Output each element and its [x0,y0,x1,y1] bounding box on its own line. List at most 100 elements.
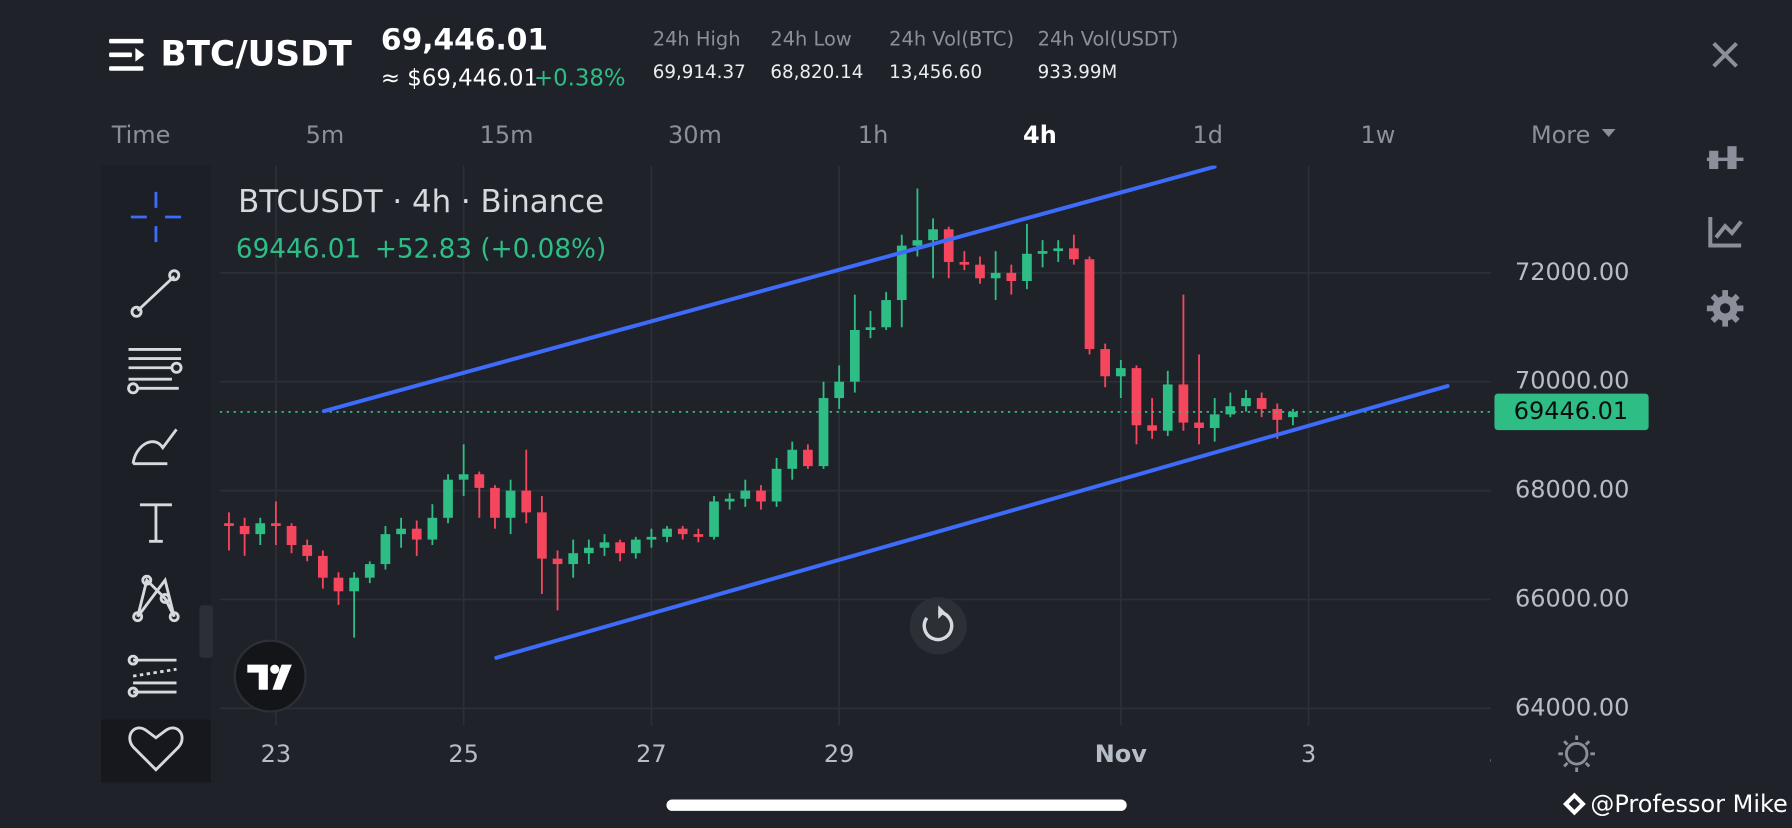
candle-body [803,449,813,467]
candle-body [583,547,594,554]
y-tick-label: 70000.00 [1515,367,1629,395]
stat-value: 933.99M [1038,62,1118,83]
candle-body [943,229,954,262]
legend-value: 69446.01 [236,235,361,265]
candle-body [271,523,281,526]
candle-body [834,381,845,399]
crosshair-tool[interactable] [130,191,182,243]
candle-body [1288,411,1298,418]
more-arrow [1601,129,1616,138]
timeframe-tab[interactable]: Time [111,121,171,149]
candle-body [443,479,453,518]
candle-body [364,564,375,578]
candle-body [537,512,547,559]
candle-body [912,240,923,246]
candle-body [646,536,657,540]
timeframe-tab[interactable]: 1h [858,121,888,149]
candle-body [677,528,688,535]
candle-body [490,487,500,518]
candle-body [302,545,313,556]
trend-lines[interactable] [321,165,1450,660]
candle-body [662,528,672,537]
candle-body [1272,408,1283,420]
candle-body [849,330,860,382]
timeframe-tab[interactable]: More [1531,121,1590,149]
price-usd: ≈ $69,446.01 [381,65,538,91]
legend-change: +52.83 (+0.08%) [375,235,606,265]
x-tick-label: 29 [824,740,855,768]
candle-body [1256,398,1267,409]
y-tick-label: 64000.00 [1515,693,1629,721]
change: +0.38% [534,65,626,91]
candle-body [552,558,563,565]
watermark: @Professor Mike [1590,790,1787,818]
candle-body [975,264,985,279]
candle-body [474,474,485,488]
candle-body [255,523,266,535]
candle-body [521,490,532,513]
collapse-handle[interactable] [199,605,214,658]
timeframe-tab[interactable]: 15m [480,121,534,149]
timeframe-tab[interactable]: 30m [668,121,722,149]
candle-body [896,245,907,301]
candle-body [380,534,391,565]
stats: 24h High 69,914.37 24h Low 68,820.14 24h Vol… [653,27,1179,83]
candle-body [865,327,876,331]
candle-body [1209,414,1220,428]
timeframe-tab[interactable]: 1w [1361,121,1396,149]
tradingview-logo[interactable] [233,639,307,713]
stat-label: 24h Low [770,27,852,50]
candle-body [458,474,469,480]
x-axis: 23 25 27 29 Nov 3 5 [261,740,1504,768]
candle-body [615,542,625,554]
candle-body [286,525,297,546]
candle-body [1006,272,1017,282]
candle-body [1162,384,1173,431]
reset-button[interactable] [909,597,967,655]
candle-body [693,534,704,537]
y-tick-label: 68000.00 [1515,476,1629,504]
candle-body [349,577,359,592]
candle-body [1131,368,1142,426]
stat-value: 68,820.14 [770,62,863,83]
menu-icon[interactable] [109,38,145,71]
candle-body [1053,248,1064,252]
x-tick-label: 23 [261,740,292,768]
symbol[interactable]: BTC/USDT [161,34,353,74]
price: 69,446.01 [381,23,548,58]
side-icons[interactable] [1706,146,1744,327]
candle-body [771,468,782,502]
timeframe-tab[interactable]: 5m [306,121,345,149]
last-price-label: 69446.01 [1514,397,1628,425]
candle-body [709,501,719,537]
candle-body [818,398,829,467]
toolbar [101,165,211,783]
candle-body [630,539,641,554]
stat-value: 69,914.37 [653,62,746,83]
x-tick-label: 5 [1489,740,1504,768]
candle-body [396,528,406,535]
x-tick-label: 27 [636,740,667,768]
timeframe-tab[interactable]: 4h [1023,121,1057,149]
x-tick-label: 25 [448,740,479,768]
timeframe-tabs: Time 5m 15m 30m 1h 4h 1d 1w More [111,121,1591,149]
stat-value: 13,456.60 [889,62,982,83]
x-tick-label: Nov [1095,740,1148,768]
candle-body [317,555,328,578]
candle-body [1241,398,1251,407]
candles [219,188,1492,638]
toolbar-bottom [101,719,211,783]
candle-body [1147,425,1157,431]
timeframe-tab[interactable]: 1d [1193,121,1223,149]
drawing-tools[interactable] [127,269,184,772]
theme-icon[interactable] [1558,735,1595,773]
candle-body [239,525,250,535]
y-tick-label: 72000.00 [1515,258,1629,286]
candle-body [1037,251,1048,254]
candle-body [1178,384,1189,423]
close-button[interactable] [1712,41,1738,68]
last-price-box [1494,393,1649,431]
candle-body [881,300,891,328]
